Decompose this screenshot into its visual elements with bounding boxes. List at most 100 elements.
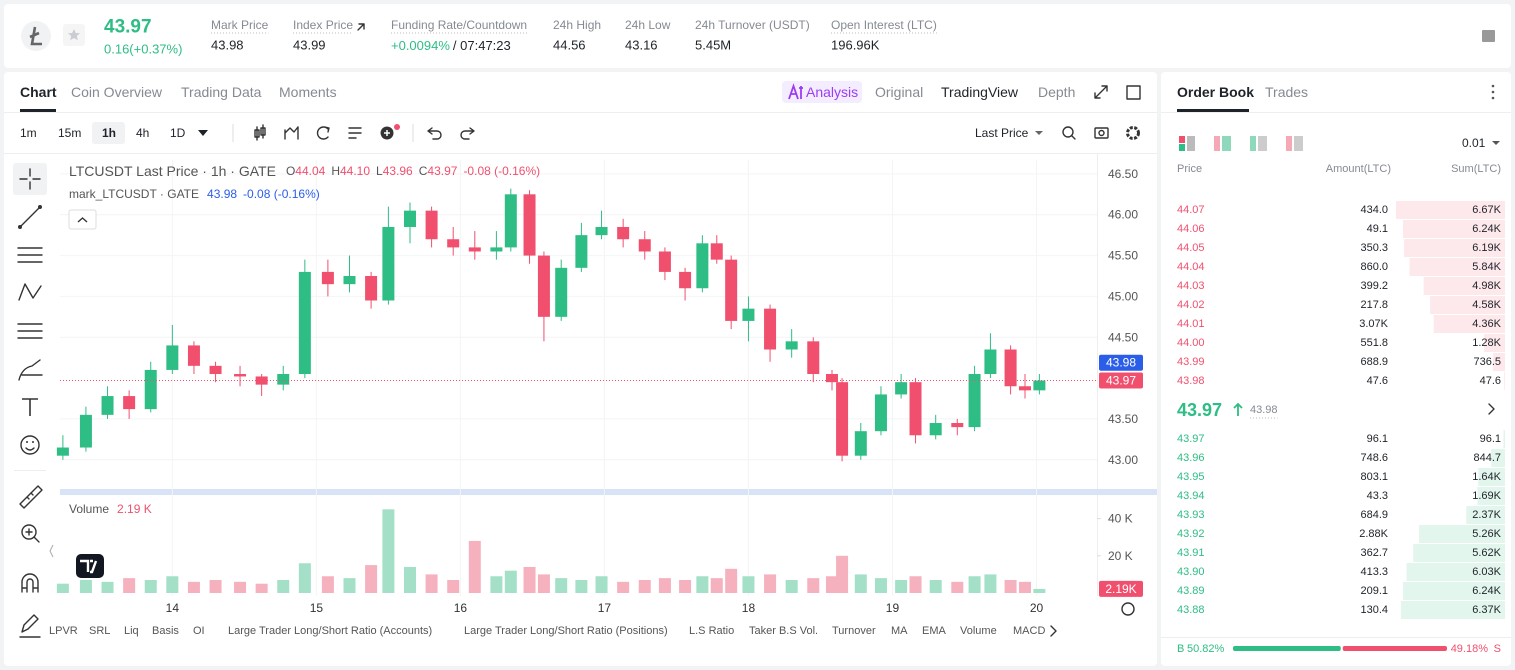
axis-settings-icon[interactable] bbox=[1121, 602, 1135, 616]
camera-icon[interactable] bbox=[1098, 129, 1105, 137]
ob-amount: 49.1 bbox=[1367, 223, 1388, 235]
window-icon[interactable] bbox=[1126, 85, 1141, 100]
more-indicators[interactable] bbox=[1050, 625, 1057, 637]
volume-bar bbox=[468, 540, 481, 593]
collapse-legend[interactable] bbox=[68, 209, 97, 230]
chart-tab[interactable]: Trading Data bbox=[181, 84, 262, 100]
ob-precision[interactable]: 0.01 bbox=[1462, 136, 1486, 150]
tab-underline bbox=[20, 109, 56, 112]
depth-bar bbox=[1409, 258, 1505, 276]
ob-mode-asks[interactable] bbox=[1294, 136, 1303, 151]
indicator[interactable]: Large Trader Long/Short Ratio (Accounts) bbox=[228, 625, 432, 637]
indicator[interactable]: Turnover bbox=[832, 625, 876, 637]
indicator[interactable]: SRL bbox=[89, 625, 110, 637]
view-tab[interactable]: Original bbox=[875, 84, 923, 100]
candle-body bbox=[696, 243, 709, 289]
depth-bar bbox=[1477, 487, 1505, 505]
candle-body bbox=[277, 374, 290, 385]
ob-mode-bids[interactable] bbox=[1258, 136, 1267, 151]
indicator[interactable]: OI bbox=[193, 625, 205, 637]
settings-icon[interactable] bbox=[1126, 126, 1140, 140]
trendline-tool[interactable] bbox=[19, 206, 41, 228]
volume-bar bbox=[123, 578, 136, 593]
fib-tool[interactable] bbox=[17, 247, 43, 263]
interval[interactable]: 15m bbox=[58, 126, 81, 140]
projection-tool[interactable] bbox=[17, 323, 43, 339]
depth-bar bbox=[1503, 430, 1505, 448]
candle-body bbox=[123, 396, 136, 410]
ob-price: 44.03 bbox=[1177, 280, 1205, 292]
indicator[interactable]: Basis bbox=[152, 625, 179, 637]
interval[interactable]: 4h bbox=[136, 126, 149, 140]
emoji-tool[interactable] bbox=[20, 435, 40, 455]
brush-tool[interactable] bbox=[18, 359, 43, 381]
volume-value: 2.19 K bbox=[117, 502, 152, 516]
ob-mode-split[interactable] bbox=[1222, 136, 1231, 151]
pattern-tool[interactable] bbox=[18, 283, 42, 301]
magnet-tool[interactable] bbox=[21, 573, 39, 593]
ob-tab[interactable]: Order Book bbox=[1177, 84, 1254, 100]
ohlc-value: 44.10 bbox=[340, 164, 370, 178]
volume-bar bbox=[1004, 579, 1017, 593]
ob-amount: 130.4 bbox=[1360, 604, 1388, 616]
ob-price: 43.90 bbox=[1177, 566, 1205, 578]
chart-tab[interactable]: Moments bbox=[279, 84, 337, 100]
buy-bar bbox=[1233, 646, 1341, 651]
candle-icon[interactable] bbox=[254, 124, 266, 141]
ruler-tool[interactable] bbox=[19, 485, 43, 509]
indicator[interactable]: EMA bbox=[922, 625, 947, 637]
search-icon[interactable] bbox=[1071, 135, 1076, 140]
draw-lock-tool[interactable] bbox=[19, 614, 41, 638]
interval[interactable]: 1m bbox=[20, 126, 37, 140]
template-icon[interactable] bbox=[348, 127, 362, 139]
indicator[interactable]: L.S Ratio bbox=[689, 625, 734, 637]
candle-body bbox=[575, 235, 588, 268]
crosshair-tool[interactable] bbox=[19, 168, 41, 190]
chart-tab[interactable]: Chart bbox=[20, 84, 57, 100]
indicator[interactable]: MA bbox=[891, 625, 908, 637]
interval[interactable]: 1h bbox=[102, 126, 116, 140]
indicator[interactable]: Large Trader Long/Short Ratio (Positions… bbox=[464, 625, 668, 637]
view-tab[interactable]: Analysis bbox=[806, 84, 858, 100]
star-icon bbox=[68, 29, 80, 41]
view-tab[interactable]: TradingView bbox=[941, 84, 1019, 100]
stat-label: 24h Turnover (USDT) bbox=[695, 18, 810, 32]
ob-price: 44.07 bbox=[1177, 204, 1205, 216]
indicator[interactable]: Liq bbox=[124, 625, 139, 637]
caret[interactable] bbox=[198, 130, 208, 136]
indicator[interactable]: MACD bbox=[1013, 625, 1045, 637]
interval[interactable]: 1D bbox=[170, 126, 186, 140]
ohlc-value: 44.04 bbox=[295, 164, 325, 178]
ob-more[interactable] bbox=[1488, 403, 1495, 415]
chart-tab[interactable]: Coin Overview bbox=[71, 84, 163, 100]
ob-price: 44.01 bbox=[1177, 318, 1205, 330]
view-tab[interactable]: Depth bbox=[1038, 84, 1075, 100]
last-price-label: 43.97 bbox=[1106, 374, 1136, 388]
indicator-icon[interactable] bbox=[284, 126, 299, 140]
text-tool[interactable] bbox=[22, 398, 38, 416]
ob-tab[interactable]: Trades bbox=[1265, 84, 1308, 100]
replay-icon[interactable] bbox=[316, 126, 330, 140]
candle-body bbox=[504, 194, 517, 248]
external-icon bbox=[357, 23, 365, 31]
zoom-tool[interactable] bbox=[25, 528, 40, 543]
redo-icon[interactable] bbox=[460, 127, 475, 140]
sell-ratio: 49.18% bbox=[1451, 643, 1489, 655]
indicator[interactable]: Volume bbox=[960, 625, 997, 637]
book-icon[interactable] bbox=[1482, 30, 1495, 42]
countdown: / 07:47:23 bbox=[453, 38, 511, 53]
candle-body bbox=[854, 431, 867, 456]
indicator[interactable]: LPVR bbox=[49, 625, 78, 637]
undo-icon[interactable] bbox=[427, 127, 442, 140]
x-tick-label: 19 bbox=[886, 601, 900, 615]
ob-price: 43.97 bbox=[1177, 433, 1205, 445]
expand-icon[interactable] bbox=[1094, 85, 1108, 99]
volume-tick-label: 20 K bbox=[1108, 549, 1133, 563]
price-type[interactable]: Last Price bbox=[975, 126, 1029, 140]
indicator[interactable]: Taker B.S Vol. bbox=[749, 625, 818, 637]
stat-value: 196.96K bbox=[831, 38, 880, 53]
candle-body bbox=[298, 271, 311, 375]
candle-body bbox=[725, 259, 738, 321]
stat-label: 24h High bbox=[553, 18, 601, 32]
ob-mode-both[interactable] bbox=[1187, 136, 1195, 151]
